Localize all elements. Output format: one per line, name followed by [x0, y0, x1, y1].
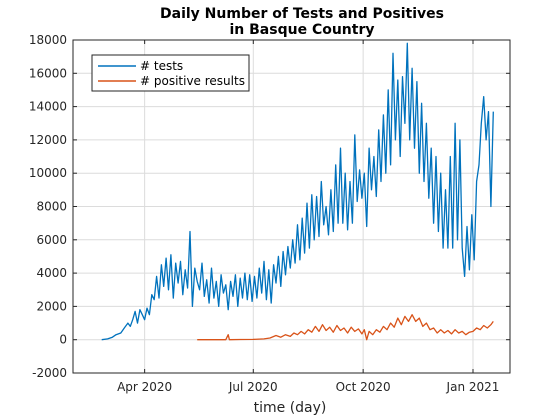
y-tick-label: 14000 — [29, 100, 67, 114]
y-tick-label: 12000 — [29, 133, 67, 147]
x-tick-label: Jan 2021 — [446, 380, 500, 394]
legend-label-positives: # positive results — [140, 74, 245, 88]
axis-ticks: -2000 0 2000 4000 6000 8000 10000 12000 14000 160… — [29, 33, 510, 394]
y-tick-label: 18000 — [29, 33, 67, 47]
y-tick-label: 8000 — [36, 200, 67, 214]
x-tick-label: Jul 2020 — [228, 380, 278, 394]
y-tick-label: 6000 — [36, 233, 67, 247]
legend-box — [91, 54, 250, 92]
y-tick-label: 16000 — [29, 66, 67, 80]
series-lines — [101, 42, 494, 341]
y-tick-label: -2000 — [32, 366, 67, 380]
y-tick-label: 10000 — [29, 166, 67, 180]
legend-label-tests: # tests — [140, 59, 183, 73]
y-tick-label: 2000 — [36, 299, 67, 313]
chart-title-line-1: Daily Number of Tests and Positives — [160, 6, 444, 22]
x-axis-label: time (day) — [254, 400, 327, 416]
y-tick-label: 4000 — [36, 266, 67, 280]
series-line-tests — [101, 42, 494, 341]
x-tick-label: Apr 2020 — [117, 380, 172, 394]
chart-title-line-2: in Basque Country — [230, 22, 375, 38]
x-tick-label: Oct 2020 — [336, 380, 391, 394]
legend: # tests # positive results — [91, 54, 250, 92]
series-line-positive-results — [197, 314, 494, 341]
y-tick-label: 0 — [59, 333, 67, 347]
